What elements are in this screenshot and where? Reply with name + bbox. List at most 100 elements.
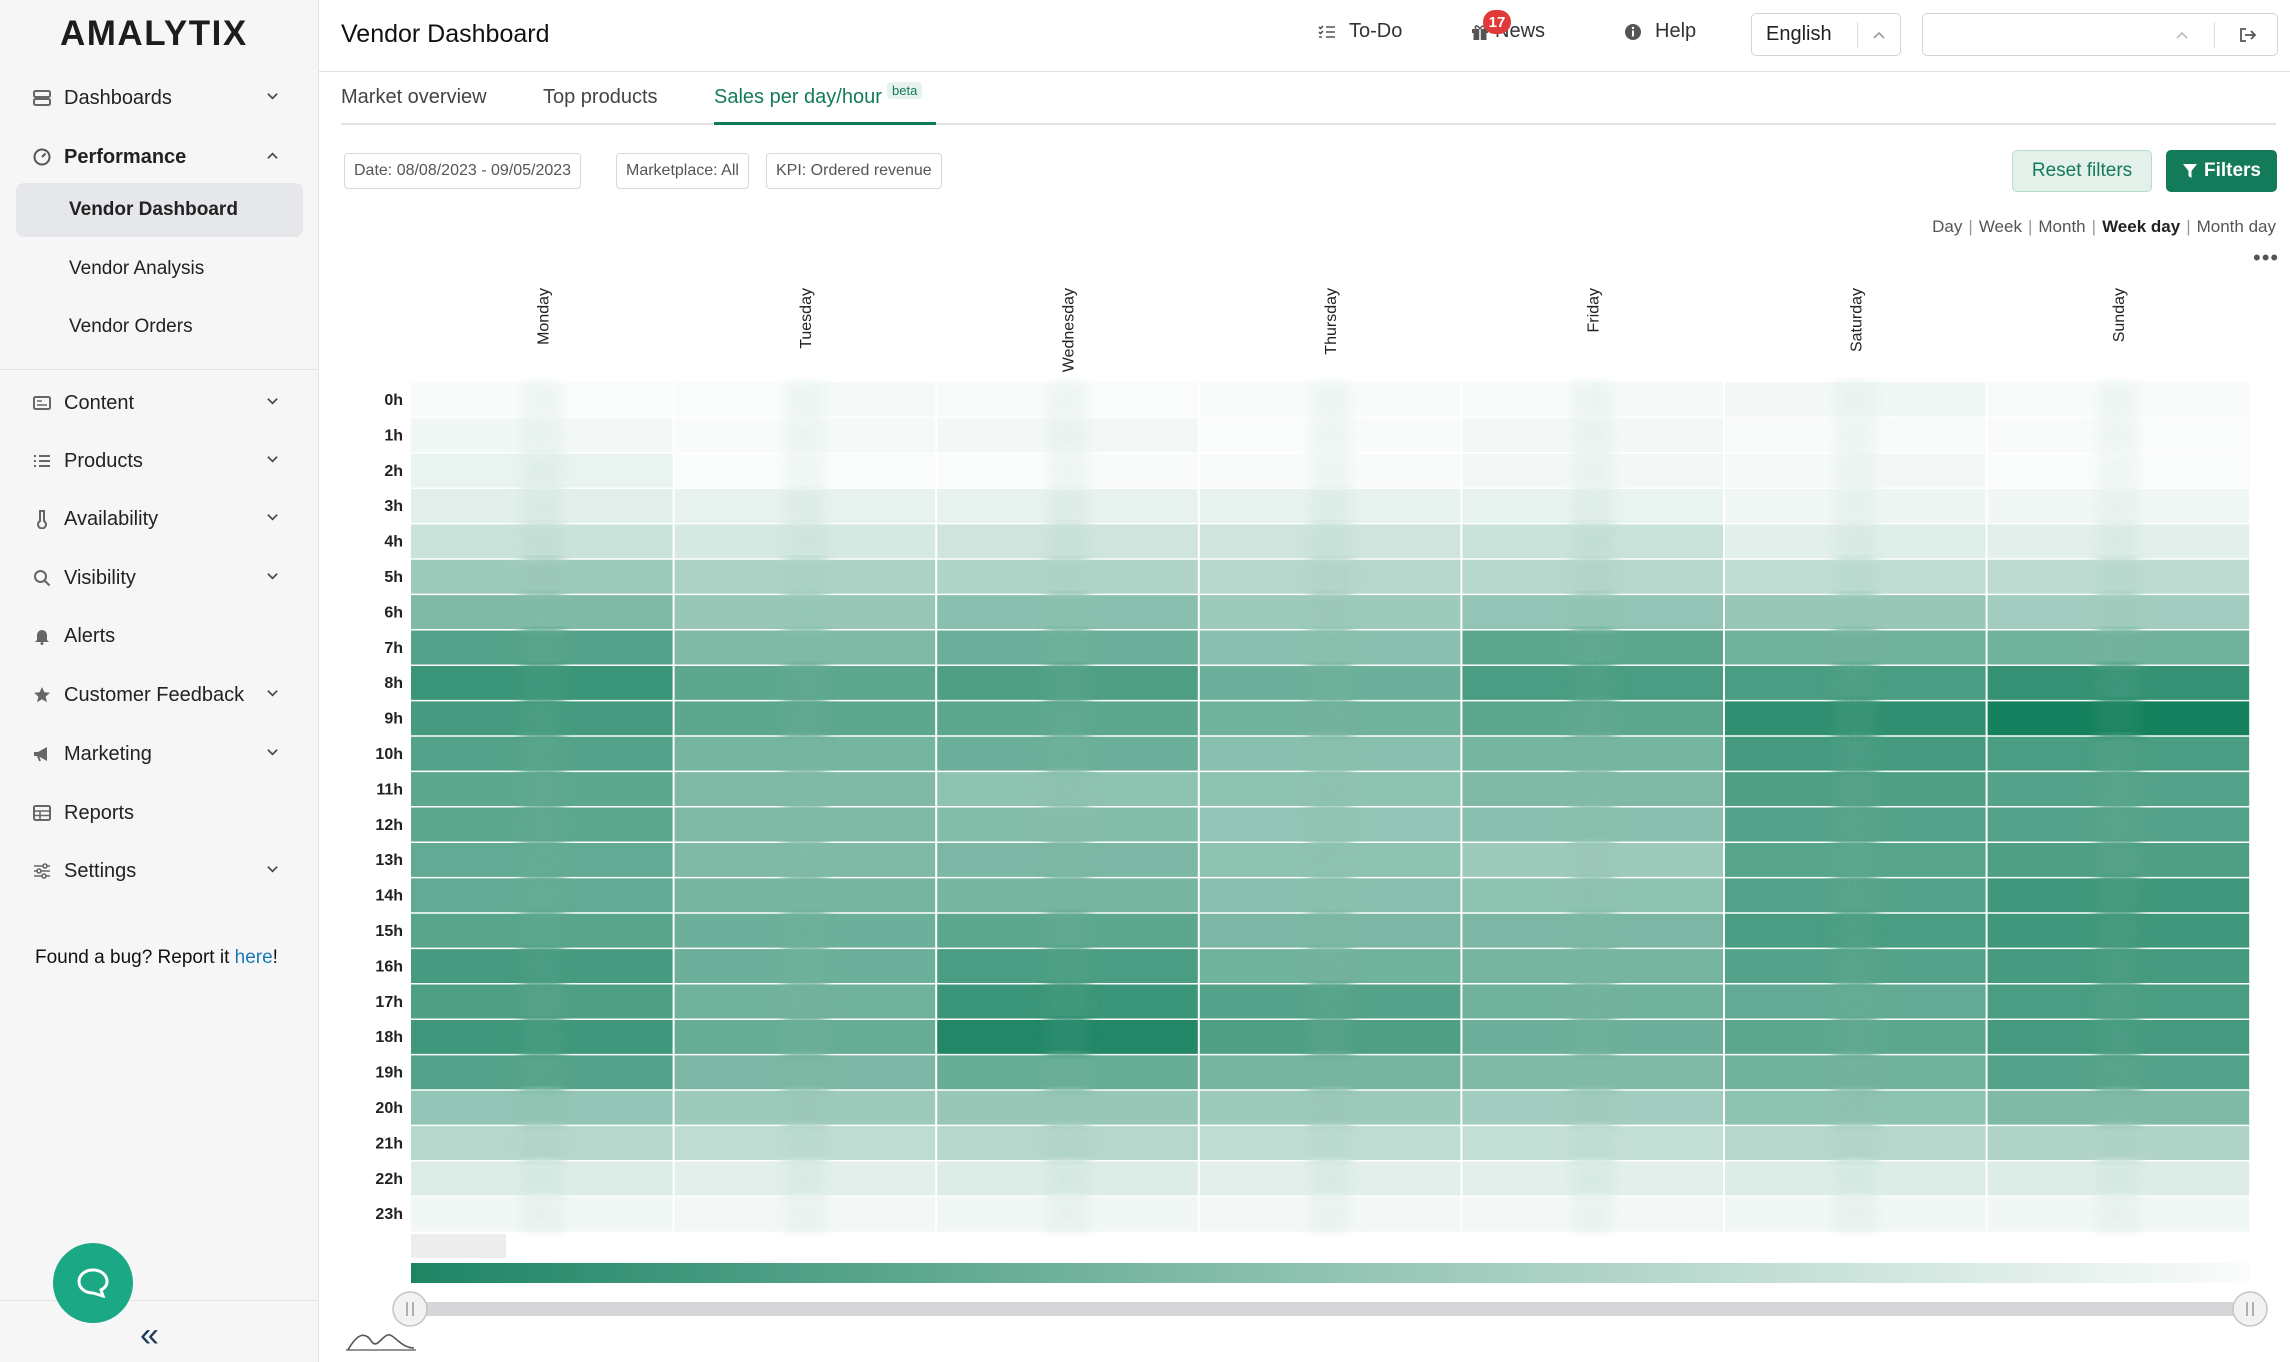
period-month-day[interactable]: Month day: [2196, 217, 2276, 236]
bug-report-link[interactable]: here: [234, 947, 273, 968]
heatmap-cell[interactable]: [1198, 629, 1331, 666]
heatmap-cell[interactable]: [411, 771, 543, 807]
heatmap-cell[interactable]: [542, 948, 674, 984]
range-slider-track[interactable]: [410, 1302, 2250, 1316]
sidebar-subitem-vendor-dashboard[interactable]: Vendor Dashboard: [16, 183, 303, 237]
heatmap-cell[interactable]: [673, 523, 805, 559]
heatmap-cell[interactable]: [2117, 1090, 2250, 1126]
heatmap-cell[interactable]: [1592, 983, 1724, 1020]
heatmap-cell[interactable]: [1986, 488, 2118, 524]
heatmap-cell[interactable]: [1330, 771, 1462, 807]
heatmap-cell[interactable]: [2117, 700, 2250, 736]
heatmap-cell[interactable]: [1330, 665, 1462, 701]
heatmap-cell[interactable]: [1592, 806, 1724, 843]
heatmap-cell[interactable]: [936, 1125, 1068, 1161]
heatmap-cell[interactable]: [1198, 771, 1331, 807]
heatmap-cell[interactable]: [1461, 700, 1593, 736]
heatmap-cell[interactable]: [1592, 700, 1724, 736]
heatmap-cell[interactable]: [1198, 523, 1331, 559]
heatmap-cell[interactable]: [1724, 1019, 1856, 1055]
sidebar-item-reports[interactable]: Reports: [0, 788, 319, 838]
heatmap-cell[interactable]: [1330, 629, 1462, 666]
heatmap-cell[interactable]: [804, 629, 937, 666]
heatmap-cell[interactable]: [936, 629, 1068, 666]
heatmap-cell[interactable]: [1855, 594, 1987, 630]
period-week-day[interactable]: Week day: [2102, 217, 2181, 236]
more-options-icon[interactable]: •••: [2253, 245, 2280, 270]
logout-icon[interactable]: [2239, 27, 2257, 43]
heatmap-cell[interactable]: [1724, 877, 1856, 913]
sidebar-item-alerts[interactable]: Alerts: [0, 611, 319, 661]
heatmap-cell[interactable]: [804, 1196, 937, 1232]
heatmap-cell[interactable]: [936, 771, 1068, 807]
heatmap-cell[interactable]: [1592, 523, 1724, 559]
heatmap-cell[interactable]: [1724, 1196, 1856, 1232]
heatmap-cell[interactable]: [542, 452, 674, 489]
heatmap-cell[interactable]: [1855, 1160, 1987, 1197]
heatmap-cell[interactable]: [2117, 559, 2250, 595]
heatmap-cell[interactable]: [1724, 559, 1856, 595]
heatmap-cell[interactable]: [936, 983, 1068, 1020]
heatmap-cell[interactable]: [1461, 1160, 1593, 1197]
heatmap-cell[interactable]: [1198, 1090, 1331, 1126]
heatmap-cell[interactable]: [804, 913, 937, 949]
heatmap-cell[interactable]: [804, 877, 937, 913]
todo-button[interactable]: To-Do: [1318, 20, 1402, 43]
heatmap-cell[interactable]: [542, 806, 674, 843]
heatmap-cell[interactable]: [1198, 948, 1331, 984]
heatmap-cell[interactable]: [1724, 806, 1856, 843]
heatmap-cell[interactable]: [2117, 629, 2250, 666]
heatmap-cell[interactable]: [1330, 842, 1462, 878]
filters-button[interactable]: Filters: [2166, 150, 2277, 192]
heatmap-cell[interactable]: [1724, 523, 1856, 559]
heatmap-cell[interactable]: [804, 948, 937, 984]
heatmap-cell[interactable]: [804, 1054, 937, 1090]
tab-sales-per-day-hour[interactable]: Sales per day/hour: [714, 86, 882, 108]
heatmap-cell[interactable]: [1855, 665, 1987, 701]
heatmap-cell[interactable]: [542, 1054, 674, 1090]
heatmap-cell[interactable]: [1330, 983, 1462, 1020]
heatmap-cell[interactable]: [1198, 488, 1331, 524]
heatmap-cell[interactable]: [936, 1196, 1068, 1232]
heatmap-cell[interactable]: [936, 594, 1068, 630]
heatmap-cell[interactable]: [1592, 1054, 1724, 1090]
heatmap-cell[interactable]: [1198, 1160, 1331, 1197]
heatmap-cell[interactable]: [1855, 700, 1987, 736]
heatmap-cell[interactable]: [1855, 983, 1987, 1020]
heatmap-cell[interactable]: [1461, 382, 1593, 418]
heatmap-cell[interactable]: [542, 1196, 674, 1232]
heatmap-cell[interactable]: [673, 559, 805, 595]
heatmap-cell[interactable]: [2117, 523, 2250, 559]
heatmap-cell[interactable]: [1986, 700, 2118, 736]
heatmap-cell[interactable]: [1592, 452, 1724, 489]
heatmap-cell[interactable]: [1330, 877, 1462, 913]
heatmap-cell[interactable]: [2117, 842, 2250, 878]
heatmap-cell[interactable]: [1855, 736, 1987, 772]
heatmap-cell[interactable]: [936, 417, 1068, 453]
heatmap-cell[interactable]: [1855, 488, 1987, 524]
sidebar-item-dashboards[interactable]: Dashboards: [0, 73, 319, 123]
heatmap-cell[interactable]: [2117, 736, 2250, 772]
heatmap-cell[interactable]: [1330, 1090, 1462, 1126]
heatmap-cell[interactable]: [1198, 842, 1331, 878]
heatmap-cell[interactable]: [1067, 1054, 1199, 1090]
heatmap-cell[interactable]: [1461, 594, 1593, 630]
heatmap-cell[interactable]: [804, 1019, 937, 1055]
heatmap-cell[interactable]: [1986, 736, 2118, 772]
heatmap-cell[interactable]: [542, 842, 674, 878]
heatmap-cell[interactable]: [1724, 1090, 1856, 1126]
heatmap-cell[interactable]: [1592, 629, 1724, 666]
sidebar-item-content[interactable]: Content: [0, 378, 319, 428]
heatmap-cell[interactable]: [1592, 1196, 1724, 1232]
heatmap-cell[interactable]: [411, 1090, 543, 1126]
heatmap-cell[interactable]: [1986, 452, 2118, 489]
heatmap-cell[interactable]: [411, 1196, 543, 1232]
heatmap-cell[interactable]: [1592, 948, 1724, 984]
heatmap-cell[interactable]: [1198, 913, 1331, 949]
heatmap-cell[interactable]: [1855, 523, 1987, 559]
heatmap-cell[interactable]: [936, 842, 1068, 878]
heatmap-cell[interactable]: [936, 559, 1068, 595]
heatmap-cell[interactable]: [1067, 736, 1199, 772]
heatmap-cell[interactable]: [542, 523, 674, 559]
heatmap-cell[interactable]: [673, 629, 805, 666]
